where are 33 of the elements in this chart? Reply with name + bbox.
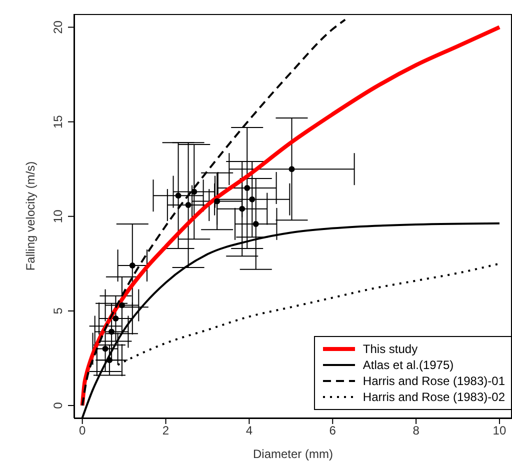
point — [288, 166, 295, 172]
x-tick-label: 0 — [79, 424, 86, 438]
point — [108, 328, 115, 335]
x-axis-title: Diameter (mm) — [253, 447, 333, 461]
legend-label: This study — [362, 342, 418, 356]
point — [191, 188, 198, 195]
point — [214, 198, 220, 204]
y-axis-title: Falling velocity (m/s) — [23, 161, 38, 271]
point — [185, 202, 192, 208]
x-tick-label: 4 — [246, 424, 253, 438]
x-tick-label: 2 — [162, 424, 170, 438]
point — [249, 196, 256, 202]
point — [112, 316, 119, 322]
point — [252, 220, 259, 227]
legend-label: Harris and Rose (1983)-01 — [362, 374, 505, 388]
point — [129, 262, 136, 269]
point — [244, 185, 250, 192]
legend-label: Harris and Rose (1983)-02 — [362, 390, 505, 404]
y-tick-label: 15 — [51, 114, 65, 128]
point — [175, 192, 182, 199]
line-series — [81, 18, 346, 407]
legend-label: Atlas et al.(1975) — [362, 358, 454, 372]
point — [102, 346, 108, 352]
y-tick-label: 10 — [51, 209, 65, 224]
x-tick-label: 8 — [412, 424, 420, 438]
x-tick-label: 10 — [492, 424, 506, 438]
y-tick-label: 0 — [51, 402, 65, 409]
y-tick-label: 20 — [51, 20, 65, 34]
point — [106, 357, 112, 364]
x-tick-label: 6 — [329, 424, 336, 438]
point — [239, 206, 246, 212]
point — [118, 302, 125, 308]
y-tick-label: 5 — [51, 307, 65, 314]
